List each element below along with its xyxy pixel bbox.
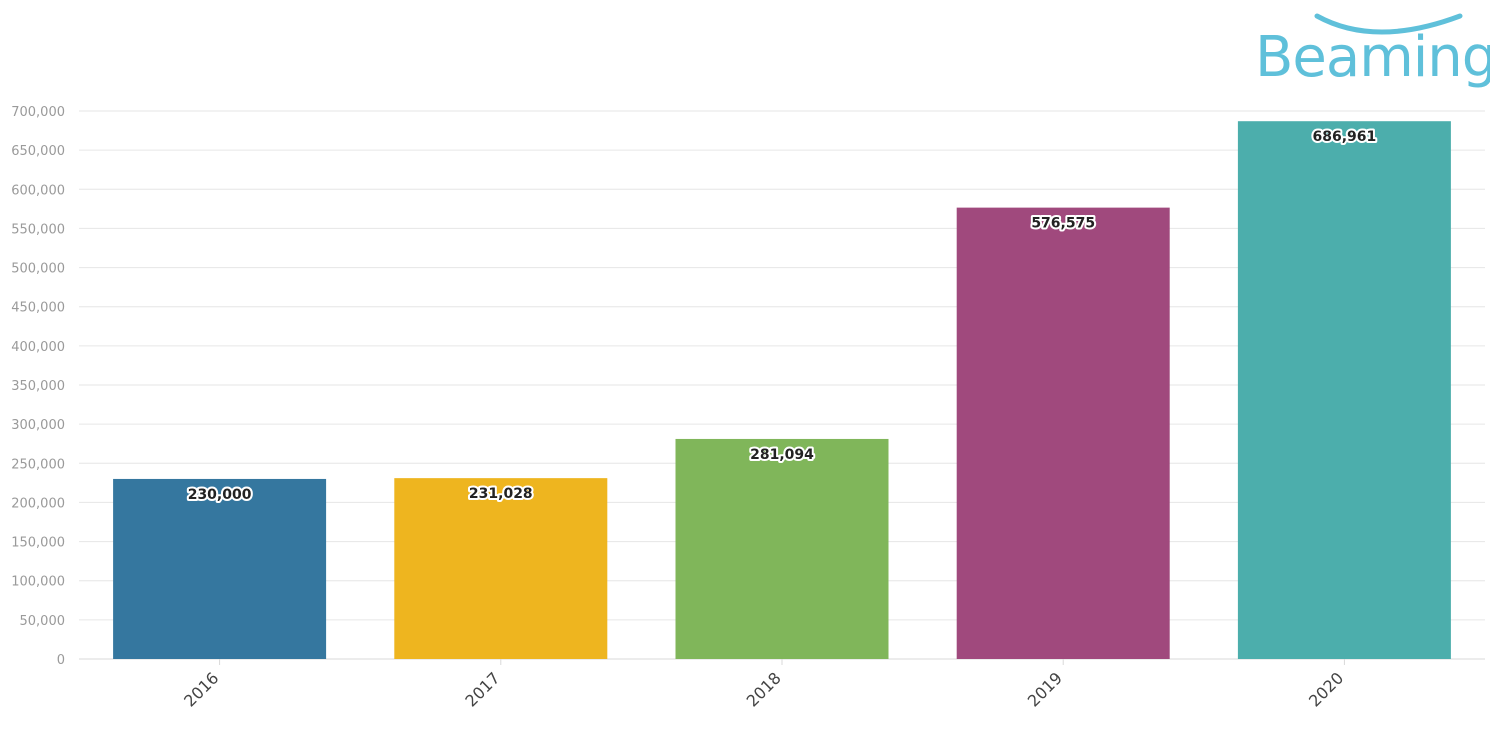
bar-2019 — [956, 207, 1170, 659]
data-label: 230,000 — [188, 487, 252, 503]
bar-2020 — [1237, 121, 1451, 660]
bar-2018 — [675, 438, 889, 659]
logo-text: Beaming — [1255, 25, 1490, 90]
y-tick-label: 0 — [57, 653, 65, 668]
data-label: 231,028 — [469, 486, 533, 502]
y-axis-tick-labels: 0 50,000 100,000 150,000 200,000 250,000 300,0… — [11, 105, 65, 668]
data-label-halo: 231,028 — [469, 486, 533, 502]
x-tick-label: 2017 — [461, 668, 503, 710]
data-label-halo: 576,575 — [1031, 216, 1095, 232]
y-tick-label: 250,000 — [11, 457, 65, 472]
y-tick-label: 450,000 — [11, 301, 65, 316]
data-label-halo: 686,961 — [1313, 129, 1377, 145]
y-tick-label: 550,000 — [11, 222, 65, 237]
x-tick-label: 2018 — [743, 668, 785, 710]
y-tick-label: 400,000 — [11, 340, 65, 355]
y-tick-label: 350,000 — [11, 379, 65, 394]
data-label: 576,575 — [1031, 216, 1095, 232]
data-label-halo: 230,000 — [188, 487, 252, 503]
y-tick-label: 200,000 — [11, 496, 65, 511]
y-tick-label: 500,000 — [11, 262, 65, 277]
data-label: 686,961 — [1313, 129, 1377, 145]
y-tick-label: 50,000 — [20, 614, 66, 629]
beaming-logo: Beaming — [1255, 8, 1490, 98]
data-label-halo: 281,094 — [750, 447, 814, 463]
bar-2017 — [394, 478, 608, 659]
data-label: 281,094 — [750, 447, 814, 463]
bars — [113, 121, 1451, 660]
y-tick-label: 600,000 — [11, 183, 65, 198]
x-tick-label: 2019 — [1024, 668, 1066, 710]
x-tick-label: 2016 — [180, 668, 222, 710]
y-tick-label: 650,000 — [11, 144, 65, 159]
x-axis-tick-labels: 2016 2017 2018 2019 2020 — [180, 659, 1347, 711]
y-tick-label: 700,000 — [11, 105, 65, 120]
bar-2016 — [113, 478, 327, 659]
y-tick-label: 100,000 — [11, 575, 65, 590]
y-tick-label: 300,000 — [11, 418, 65, 433]
logo-swoosh-icon — [1314, 13, 1463, 35]
x-tick-label: 2020 — [1305, 668, 1347, 710]
y-tick-label: 150,000 — [11, 536, 65, 551]
